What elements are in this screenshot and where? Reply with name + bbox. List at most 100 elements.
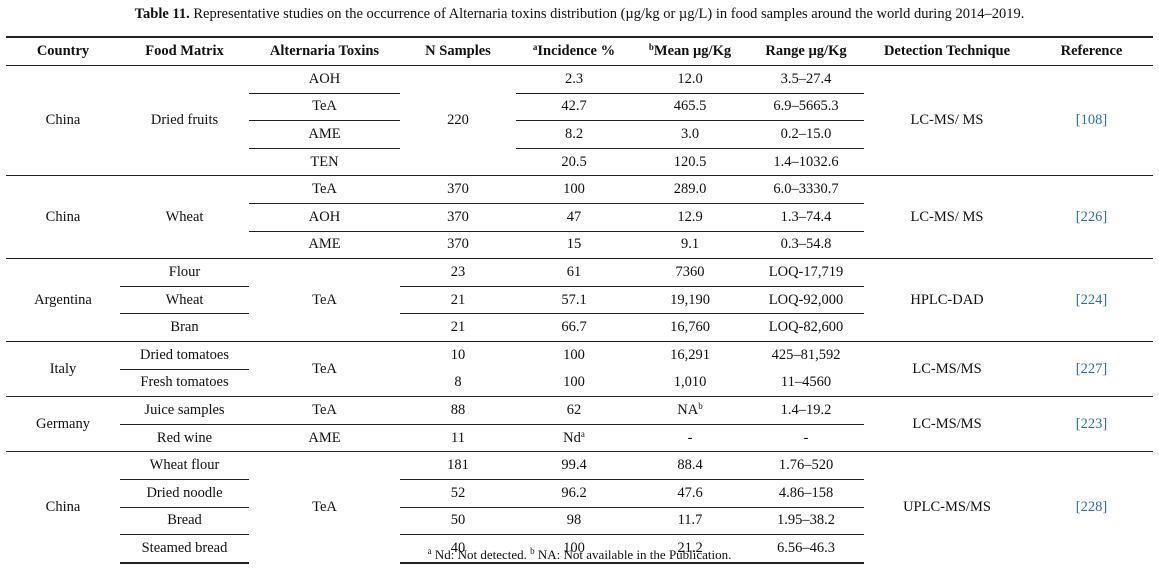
range-cell: 0.2–15.0: [748, 120, 864, 149]
range-cell: 1.4–1032.6: [748, 147, 864, 176]
toxin-cell: TeA: [249, 451, 400, 563]
samples-cell: 8: [454, 374, 462, 391]
toxin-cell: TeA: [249, 258, 400, 342]
samples-cell: 40: [400, 534, 516, 564]
toxin-cell: TeA: [249, 175, 400, 204]
technique-cell: LC-MS/ MS: [910, 112, 984, 129]
country-cell: China: [6, 175, 120, 259]
mean-cell: 120.5: [632, 147, 748, 176]
incidence-cell: 61: [516, 258, 632, 287]
incidence-cell: 15: [516, 230, 632, 259]
samples-cell: 10: [400, 340, 516, 370]
table-row: TeA 42.7 465.5 6.9–5665.3: [6, 92, 1153, 121]
reference-link[interactable]: [226]: [1075, 208, 1108, 225]
range-cell: 1.95–38.2: [748, 506, 864, 535]
range-cell: 11–4560: [780, 374, 832, 391]
toxin-cell: TeA: [249, 396, 400, 425]
table-row: Italy Dried tomatoes TeA 10 100 16,291 4…: [6, 340, 1153, 397]
mean-cell: 12.9: [632, 202, 748, 232]
footnote-b: NA: Not available in the Publication.: [537, 547, 732, 562]
header-alternaria-toxins: Alternaria Toxins: [249, 36, 400, 66]
table-row: China Wheat flour TeA 181 99.4 88.4 1.76…: [6, 451, 1153, 563]
samples-cell: 181: [400, 451, 516, 480]
table-row: Wheat 21 57.1 19,190 LOQ-92,000: [6, 285, 1153, 314]
table-label: Table 11.: [134, 6, 190, 22]
range-cell: 6.0–3330.7: [748, 175, 864, 204]
range-cell: 1.4–19.2: [748, 396, 864, 425]
food-matrix-cell: Fresh tomatoes: [120, 368, 249, 397]
mean-cell: 19,190: [632, 285, 748, 314]
incidence-cell: 8.2: [516, 120, 632, 149]
samples-cell: 370: [400, 230, 516, 259]
food-matrix-cell: Wheat: [120, 175, 249, 259]
table-row: Steamed bread 40 100 21.2 6.56–46.3: [6, 534, 1153, 564]
incidence-cell: 20.5: [516, 147, 632, 176]
food-matrix-cell: Dried noodle: [120, 478, 249, 507]
samples-cell: 23: [400, 258, 516, 287]
reference-link[interactable]: [228]: [1075, 499, 1108, 515]
incidence-cell: 42.7: [516, 92, 632, 121]
samples-cell: 88: [400, 396, 516, 425]
reference-cell: [223]: [1030, 396, 1153, 452]
toxin-cell: TeA: [249, 92, 400, 121]
range-cell: 425–81,592: [748, 340, 864, 370]
samples-cell: 220: [447, 112, 469, 129]
reference-link[interactable]: [224]: [1075, 291, 1108, 308]
header-reference: Reference: [1030, 36, 1153, 66]
range-cell: 6.9–5665.3: [748, 92, 864, 121]
header-mean: bMean µg/Kg: [632, 36, 748, 66]
range-cell: LOQ-17,719: [748, 258, 864, 287]
food-matrix-cell: Juice samples: [120, 396, 249, 425]
reference-cell: [108]: [1030, 66, 1153, 176]
samples-cell: 50: [400, 506, 516, 535]
mean-cell: 1,010: [673, 374, 707, 391]
table-row: TEN 20.5 120.5 1.4–1032.6: [6, 147, 1153, 176]
samples-cell: 52: [400, 478, 516, 507]
range-cell: 0.3–54.8: [748, 230, 864, 259]
reference-link[interactable]: [223]: [1075, 415, 1108, 432]
table-row: Dried noodle 52 96.2 47.6 4.86–158: [6, 478, 1153, 507]
incidence-cell: 100: [516, 340, 632, 370]
incidence-cell: Nda: [516, 423, 632, 452]
incidence-cell: 98: [516, 506, 632, 535]
technique-cell: UPLC-MS/MS: [864, 451, 1030, 563]
toxin-cell: AME: [249, 120, 400, 149]
table-row: Argentina Flour TeA 23 61 7360 LOQ-17,71…: [6, 258, 1153, 342]
reference-cell: [226]: [1030, 175, 1153, 259]
samples-cell: 21: [400, 285, 516, 314]
table-row: AME 8.2 3.0 0.2–15.0: [6, 120, 1153, 149]
table-row: Red wine AME 11 Nda - -: [6, 423, 1153, 452]
mean-cell: 88.4: [632, 451, 748, 480]
header-n-samples: N Samples: [400, 36, 516, 66]
technique-cell: LC-MS/MS: [864, 340, 1030, 397]
food-matrix-cell: Bread: [120, 506, 249, 535]
incidence-cell: 2.3: [564, 70, 584, 87]
country-cell: Germany: [6, 396, 120, 452]
technique-cell: LC-MS/ MS: [864, 175, 1030, 259]
food-matrix-cell: Bran: [120, 313, 249, 342]
mean-cell: -: [632, 423, 748, 452]
header-row: Country Food Matrix Alternaria Toxins N …: [6, 36, 1153, 66]
incidence-cell: 100: [516, 175, 632, 204]
footnote-marker-a: a: [427, 546, 432, 556]
reference-cell: [227]: [1030, 340, 1153, 397]
food-matrix-cell: Dried tomatoes: [120, 340, 249, 370]
samples-cell: 370: [400, 202, 516, 232]
toxin-cell: AME: [249, 230, 400, 259]
incidence-cell: 99.4: [516, 451, 632, 480]
mean-cell: 16,760: [632, 313, 748, 342]
header-country: Country: [6, 36, 120, 66]
incidence-cell: 57.1: [516, 285, 632, 314]
food-matrix-cell: Red wine: [120, 423, 249, 452]
toxin-cell: TEN: [249, 147, 400, 176]
table-row: Bread 50 98 11.7 1.95–38.2: [6, 506, 1153, 535]
food-matrix-cell: Wheat flour: [120, 451, 249, 480]
incidence-cell: 62: [516, 396, 632, 425]
range-cell: 3.5–27.4: [780, 70, 832, 87]
table-row: China Wheat TeA 370 100 289.0 6.0–3330.7…: [6, 175, 1153, 259]
range-cell: 1.3–74.4: [748, 202, 864, 232]
incidence-cell: 47: [516, 202, 632, 232]
reference-link[interactable]: [227]: [1075, 360, 1108, 377]
reference-link[interactable]: [108]: [1075, 112, 1108, 129]
range-cell: 6.56–46.3: [748, 534, 864, 564]
